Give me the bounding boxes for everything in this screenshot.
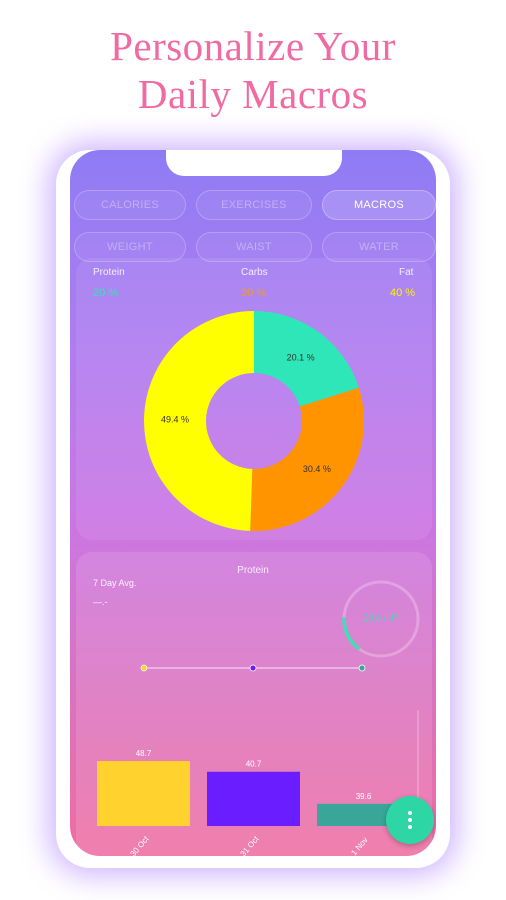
tab-exercises[interactable]: EXERCISES [196,190,312,220]
tab-calories[interactable]: CALORIES [74,190,186,220]
carbs-slice [250,387,364,531]
promo-title: Personalize Your Daily Macros [0,22,506,118]
phone-notch [166,150,342,176]
protein-bar [207,771,300,826]
protein-slice-label: 20.1 % [287,352,315,362]
tab-water[interactable]: WATER [322,232,436,262]
protein-slice [254,311,359,407]
bar-value-label: 40.7 [246,760,262,769]
fat-slice [144,311,254,531]
more-vertical-icon [408,811,412,829]
protein-goal-text: 28.6 / 97 [363,613,399,623]
fat-slice-label: 49.4 % [161,415,189,425]
tab-macros[interactable]: MACROS [322,190,436,220]
protein-label: Protein [93,267,125,278]
protein-bar [97,761,190,826]
promo-line-1: Personalize Your [110,23,396,69]
phone-screen: CALORIES EXERCISES MACROS WEIGHT WAIST W… [70,150,436,856]
trend-point [358,664,366,672]
bar-category-label: 30 Oct [129,834,152,856]
trend-point [249,664,257,672]
protein-percent: 20 % [93,287,119,299]
protein-goal-gauge [342,580,420,658]
seven-day-avg-label: 7 Day Avg. [93,578,137,588]
protein-trend-line [140,664,366,672]
macro-donut-chart: 20.1 % 30.4 % 49.4 % [144,311,364,531]
carbs-slice-label: 30.4 % [303,464,331,474]
protein-section-title: Protein [237,565,269,576]
bar-value-label: 48.7 [136,749,152,758]
bar-category-label: 1 Nov [349,835,369,856]
carbs-percent: 30 % [241,287,267,299]
tab-weight[interactable]: WEIGHT [74,232,186,262]
tab-waist[interactable]: WAIST [196,232,312,262]
bar-value-label: 39.6 [356,792,372,801]
seven-day-avg-value: —.- [93,597,108,607]
trend-point [140,664,148,672]
bar-category-label: 31 Oct [239,834,262,856]
protein-bar-chart: 48.7 30 Oct 40.7 31 Oct 39.6 1 Nov [97,710,419,856]
more-options-button[interactable] [386,796,434,844]
fat-percent: 40 % [390,287,416,299]
gauge-progress-arc [342,617,361,650]
carbs-label: Carbs [241,267,268,278]
promo-line-2: Daily Macros [137,71,369,117]
fat-label: Fat [399,267,414,278]
